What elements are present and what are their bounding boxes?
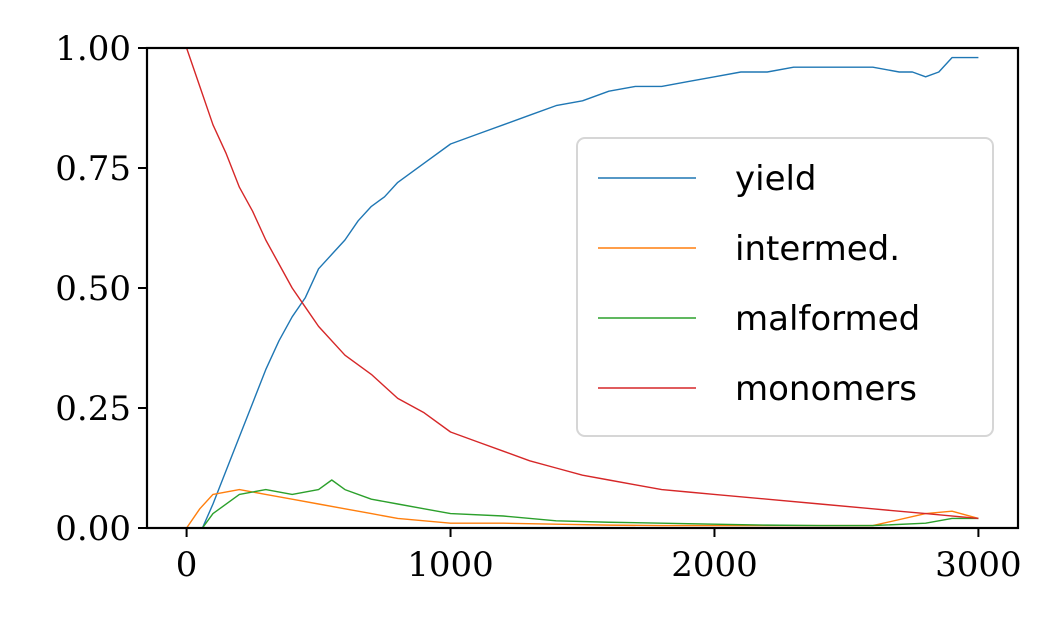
legend-label-malformed: malformed xyxy=(735,299,920,339)
x-tick-label: 1000 xyxy=(407,545,494,585)
legend-box xyxy=(576,137,994,437)
axes-layer: 0 1000 2000 3000 0.00 0.25 0.50 0.75 1.00 xyxy=(55,29,1021,585)
y-tick-label: 0.75 xyxy=(55,149,131,189)
y-tick-label: 0.00 xyxy=(55,509,131,549)
series-line-yield xyxy=(186,56,979,528)
series-layer xyxy=(185,48,979,528)
y-tick-label: 0.50 xyxy=(55,269,131,309)
x-tick-label: 0 xyxy=(176,545,198,585)
legend-label-yield: yield xyxy=(735,159,817,199)
y-tick-label: 1.00 xyxy=(55,29,131,69)
x-tick-label: 2000 xyxy=(671,545,758,585)
x-tick-label: 3000 xyxy=(935,545,1022,585)
series-line-monomers xyxy=(185,48,979,520)
series-line-malformed xyxy=(186,479,979,528)
legend-label-monomers: monomers xyxy=(735,369,917,409)
legend-label-intermed: intermed. xyxy=(735,229,900,269)
y-tick-label: 0.25 xyxy=(55,389,131,429)
legend: yield intermed. malformed monomers xyxy=(576,137,994,437)
